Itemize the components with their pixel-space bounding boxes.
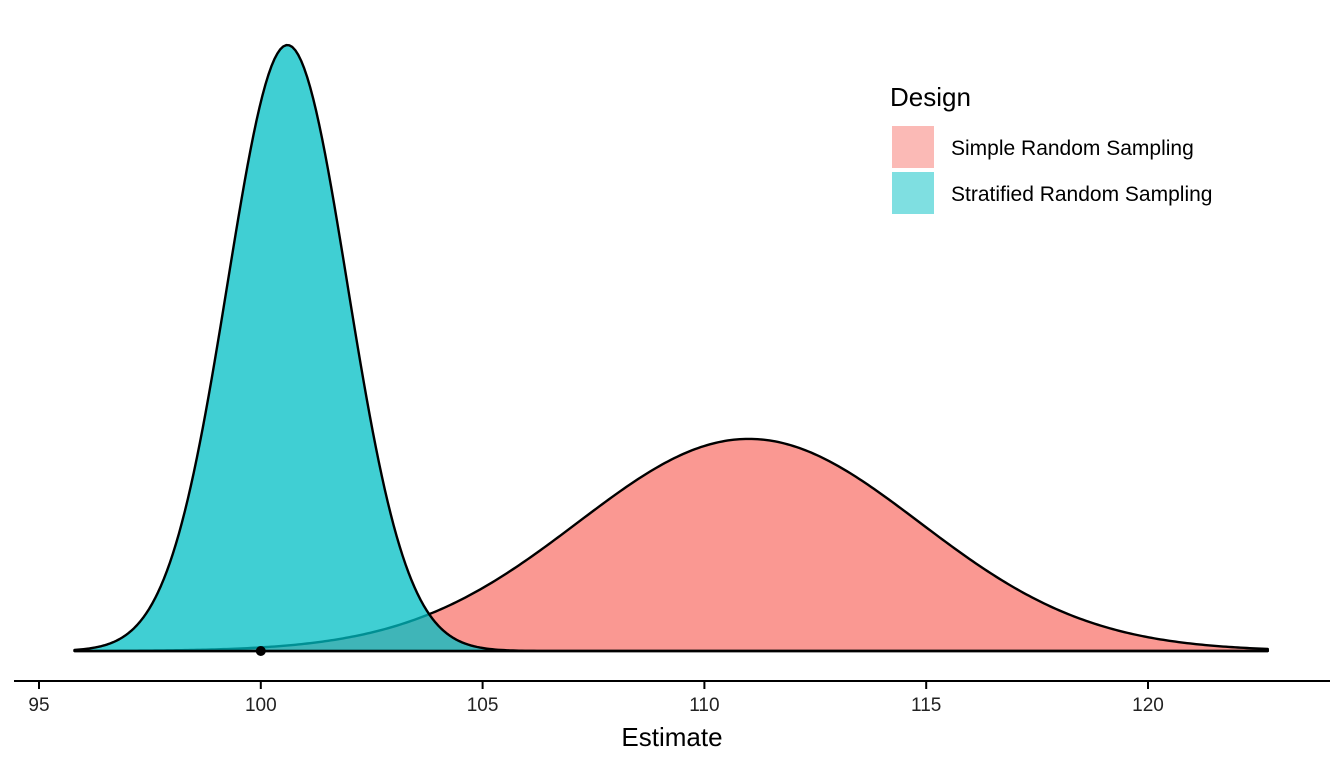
x-tick-label: 100	[245, 695, 277, 716]
plot-area	[73, 43, 1269, 656]
density-layer	[73, 43, 1269, 653]
legend-key-simple-random-sampling	[892, 126, 934, 168]
x-ticks: 95 100 105 110 115 120	[28, 681, 1164, 716]
x-axis-title: Estimate	[621, 722, 722, 752]
legend-label-simple-random-sampling: Simple Random Sampling	[951, 137, 1194, 160]
x-tick-label: 110	[689, 695, 719, 716]
legend-key-stratified-random-sampling	[892, 172, 934, 214]
legend-title: Design	[890, 82, 971, 112]
reference-point	[255, 646, 266, 656]
x-axis: 95 100 105 110 115 120 Estimate	[14, 680, 1330, 752]
point-layer	[255, 646, 266, 656]
x-tick-label: 120	[1132, 695, 1164, 716]
density-stratified-random-sampling	[73, 43, 1269, 653]
legend-label-stratified-random-sampling: Stratified Random Sampling	[951, 183, 1212, 206]
legend-item-stratified-random-sampling: Stratified Random Sampling	[892, 172, 1212, 214]
legend-item-simple-random-sampling: Simple Random Sampling	[892, 126, 1194, 168]
legend: Design Simple Random Sampling Stratified…	[890, 82, 1212, 214]
x-tick-label: 115	[911, 695, 941, 716]
x-tick-label: 95	[28, 695, 49, 716]
x-tick-label: 105	[467, 695, 499, 716]
